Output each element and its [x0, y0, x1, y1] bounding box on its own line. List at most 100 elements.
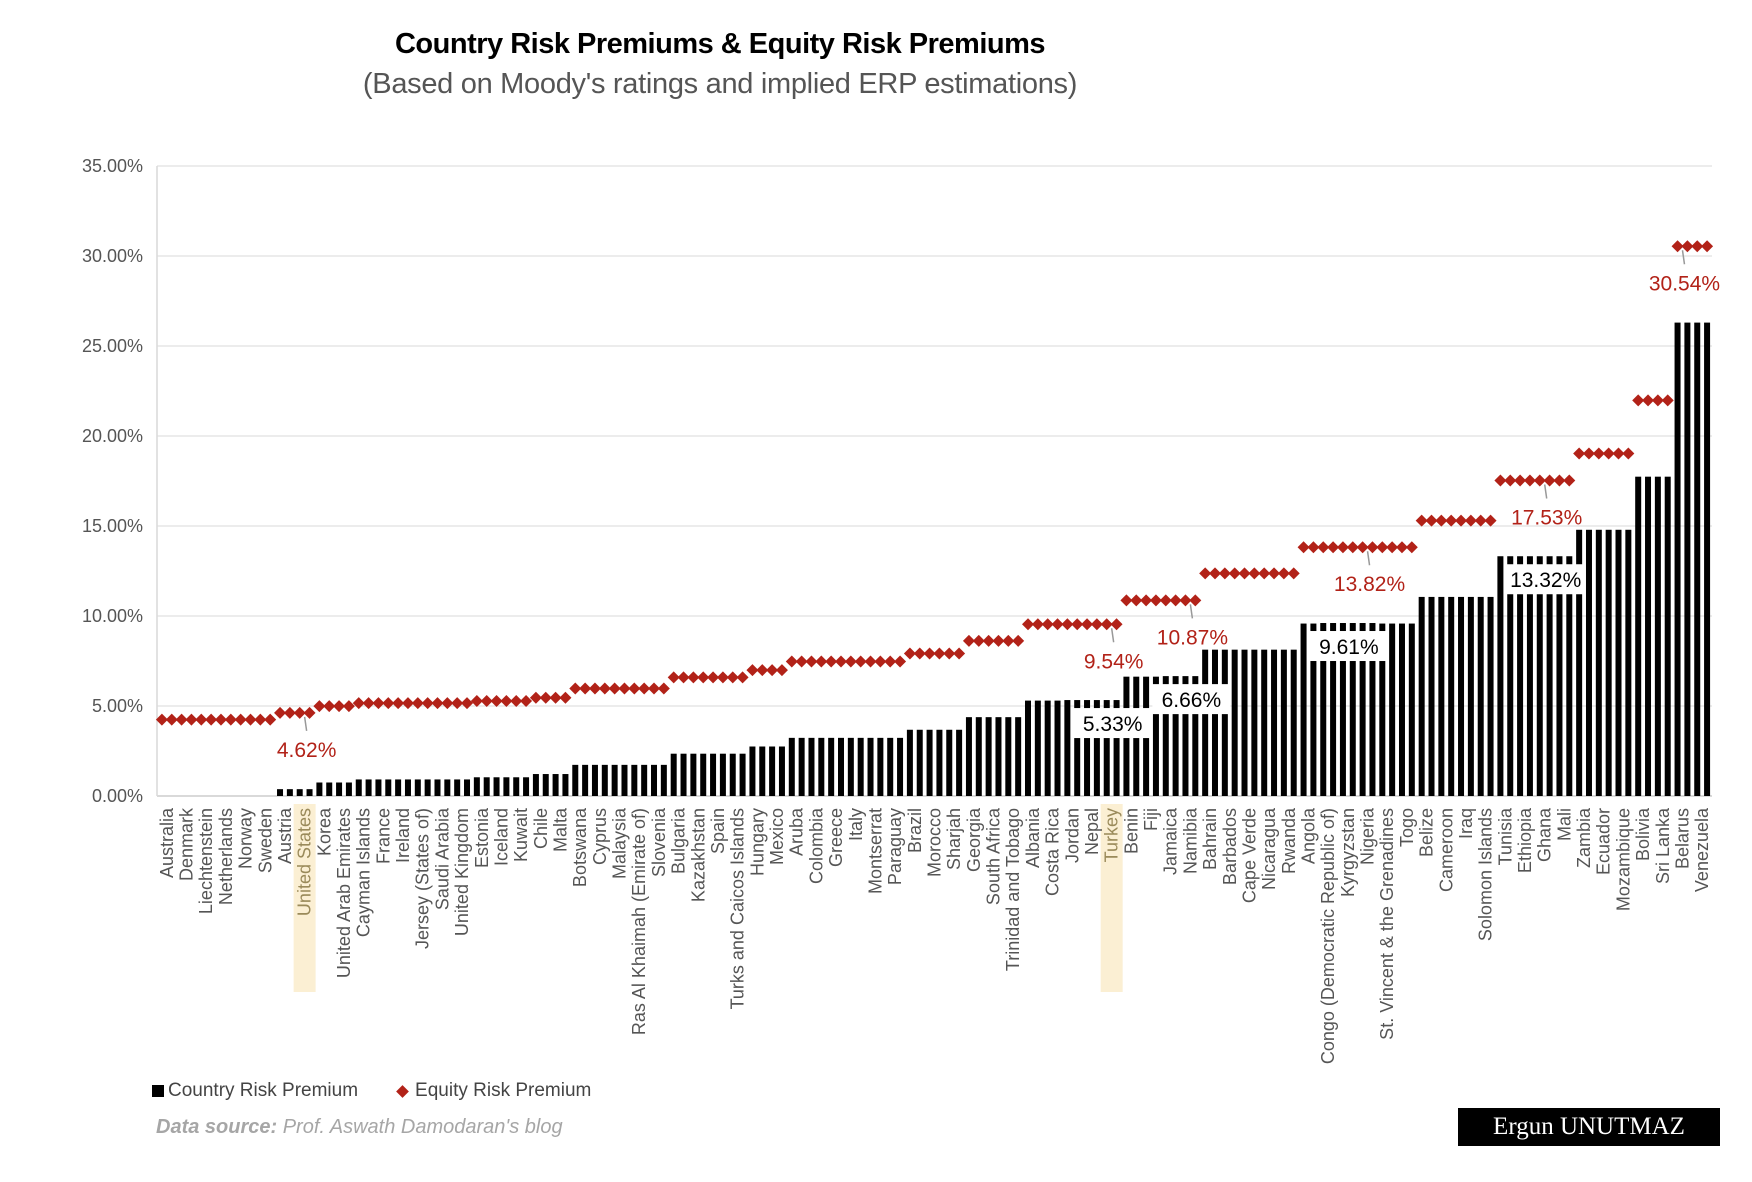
- legend-erp-label: Equity Risk Premium: [415, 1080, 592, 1101]
- crp-bar: [985, 717, 992, 796]
- erp-marker: [1464, 514, 1477, 527]
- crp-bar: [1241, 649, 1248, 796]
- erp-marker: [815, 655, 828, 668]
- crp-bar: [1064, 700, 1071, 796]
- crp-bar: [434, 779, 441, 796]
- erp-marker: [992, 634, 1005, 647]
- crp-bar: [1290, 649, 1297, 796]
- crp-bar: [1024, 700, 1031, 796]
- x-tick-label: United Arab Emirates: [334, 808, 354, 978]
- crp-bar: [513, 777, 520, 796]
- erp-marker: [1425, 514, 1438, 527]
- crp-bar: [306, 789, 313, 796]
- crp-bar: [572, 764, 579, 796]
- erp-marker: [785, 655, 798, 668]
- x-tick-label: Paraguay: [885, 808, 905, 885]
- crp-bar: [1221, 649, 1228, 796]
- erp-marker: [1484, 514, 1497, 527]
- erp-marker: [451, 697, 464, 710]
- erp-marker: [598, 682, 611, 695]
- x-tick-label: Angola: [1298, 807, 1318, 864]
- legend-item-crp[interactable]: Country Risk Premium: [152, 1080, 358, 1102]
- crp-bar: [1034, 700, 1041, 796]
- crp-bar: [1605, 529, 1612, 796]
- crp-bar: [1202, 649, 1209, 796]
- erp-marker: [529, 691, 542, 704]
- crp-bar: [700, 753, 707, 796]
- crp-bar: [1428, 596, 1435, 796]
- x-tick-label: Colombia: [806, 807, 826, 884]
- erp-marker: [1474, 514, 1487, 527]
- x-tick-label: Ghana: [1535, 807, 1555, 862]
- erp-marker: [1317, 541, 1330, 554]
- crp-bar: [759, 746, 766, 796]
- x-tick-label: Cape Verde: [1239, 808, 1259, 903]
- crp-bar: [946, 729, 953, 796]
- erp-marker: [657, 682, 670, 695]
- crp-bar: [1339, 623, 1346, 796]
- erp-marker: [490, 694, 503, 707]
- crp-bar: [739, 753, 746, 796]
- x-tick-label: Cayman Islands: [354, 808, 374, 937]
- erp-marker: [884, 655, 897, 668]
- x-tick-label: Sri Lanka: [1653, 807, 1673, 884]
- crp-bar: [1408, 623, 1415, 796]
- legend-item-erp[interactable]: Equity Risk Premium: [392, 1080, 591, 1102]
- x-tick-label: Montserrat: [865, 808, 885, 894]
- erp-marker: [392, 697, 405, 710]
- x-tick-label: Costa Rica: [1043, 807, 1063, 896]
- erp-marker: [1327, 541, 1340, 554]
- crp-bar: [1497, 556, 1504, 796]
- crp-bar: [1054, 700, 1061, 796]
- erp-marker: [264, 713, 277, 726]
- crp-bar: [365, 779, 372, 796]
- crp-bar: [1389, 623, 1396, 796]
- erp-marker: [303, 706, 316, 719]
- crp-bar: [1704, 322, 1711, 796]
- annotations: 4.62% 9.54% 10.87% 13.82% 17.53% 30.54% 5.33% 6…: [277, 250, 1720, 762]
- crp-bar: [641, 764, 648, 796]
- crp-bar: [1566, 556, 1573, 796]
- crp-bar: [1074, 700, 1081, 796]
- x-tick-label: Tunisia: [1495, 807, 1515, 865]
- erp-marker: [1228, 567, 1241, 580]
- erp-marker: [1336, 541, 1349, 554]
- crp-bar: [818, 737, 825, 796]
- erp-marker: [775, 664, 788, 677]
- x-tick-label: Sharjah: [944, 808, 964, 870]
- crp-bar: [1251, 649, 1258, 796]
- erp-marker: [1002, 634, 1015, 647]
- erp-marker: [1523, 474, 1536, 487]
- erp-marker: [1021, 618, 1034, 631]
- erp-marker: [1199, 567, 1212, 580]
- erp-marker: [726, 671, 739, 684]
- crp-bar: [326, 782, 333, 796]
- highlight-bands: [293, 804, 1123, 992]
- erp-marker: [1533, 474, 1546, 487]
- crp-bar: [611, 764, 618, 796]
- erp-marker: [569, 682, 582, 695]
- crp-annotation-box: [1506, 564, 1585, 595]
- erp-marker: [874, 655, 887, 668]
- y-tick-label: 35.00%: [82, 156, 143, 176]
- erp-marker: [559, 691, 572, 704]
- x-tick-label: Sweden: [255, 808, 275, 873]
- crp-bar: [1418, 596, 1425, 796]
- crp-bar: [582, 764, 589, 796]
- erp-marker: [323, 700, 336, 713]
- erp-marker: [1376, 541, 1389, 554]
- x-tick-label: Fiji: [1141, 808, 1161, 831]
- y-axis-ticks: 0.00% 5.00% 10.00% 15.00% 20.00% 25.00% 30.00%…: [82, 156, 143, 806]
- erp-marker: [372, 697, 385, 710]
- erp-marker: [283, 706, 296, 719]
- crp-annotation-label: 5.33%: [1083, 713, 1143, 736]
- crp-bar: [1310, 623, 1317, 796]
- crp-bar: [286, 789, 293, 796]
- crp-bar: [1103, 700, 1110, 796]
- crp-bar: [867, 737, 874, 796]
- crp-bar: [355, 779, 362, 796]
- x-tick-label: Norway: [236, 808, 256, 869]
- crp-bar: [995, 717, 1002, 796]
- crp-bar: [562, 774, 569, 796]
